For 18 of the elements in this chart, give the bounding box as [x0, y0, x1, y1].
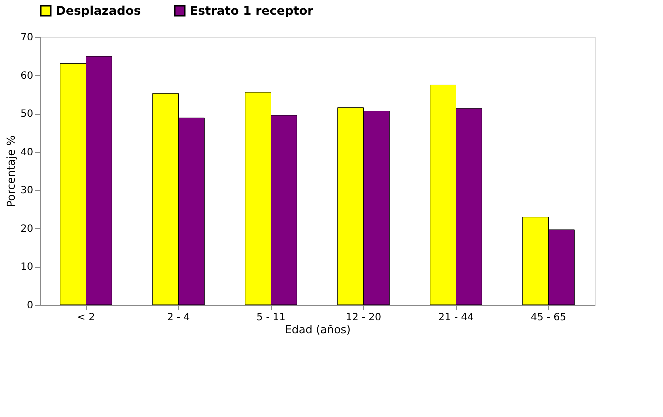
x-tick-label: 5 - 11 — [256, 312, 286, 324]
y-tick-label: 60 — [20, 70, 34, 82]
x-tick-label: 2 - 4 — [167, 312, 190, 324]
legend-label: Estrato 1 receptor — [190, 4, 314, 18]
x-tick-label: 12 - 20 — [346, 312, 382, 324]
y-tick-label: 40 — [20, 147, 34, 158]
legend-label: Desplazados — [56, 4, 142, 18]
x-tick-label: 45 - 65 — [531, 312, 566, 324]
y-tick-label: 20 — [20, 224, 34, 235]
y-tick-label: 70 — [20, 32, 34, 44]
y-tick-label: 50 — [20, 109, 34, 120]
y-tick-label: 30 — [20, 186, 34, 197]
x-axis-title: Edad (años) — [285, 324, 351, 336]
y-tick-label: 10 — [20, 262, 34, 274]
x-tick-label: 21 - 44 — [438, 312, 474, 324]
x-tick-label: < 2 — [77, 312, 96, 324]
y-tick-label: 0 — [27, 300, 34, 312]
y-axis-title: Porcentaje % — [4, 136, 18, 208]
